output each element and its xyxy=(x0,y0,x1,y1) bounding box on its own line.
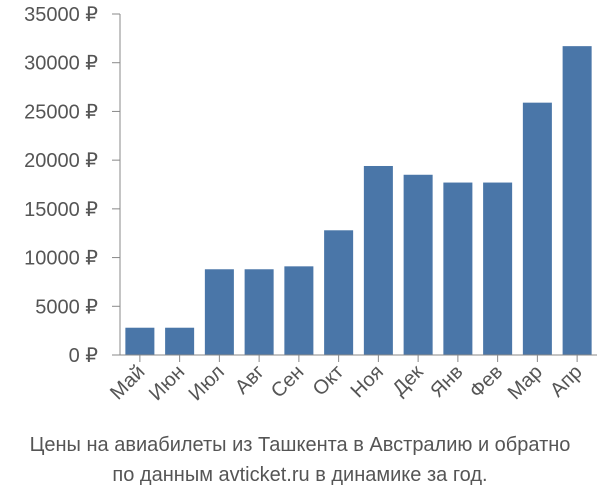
x-tick-label: Июн xyxy=(145,361,189,405)
y-tick-label: 35000 ₽ xyxy=(24,4,98,26)
x-tick-label: Мар xyxy=(504,361,547,404)
x-tick-label: Сен xyxy=(267,361,308,402)
y-tick-label: 5000 ₽ xyxy=(35,296,98,318)
bar xyxy=(363,165,393,355)
y-tick-label: 10000 ₽ xyxy=(24,248,98,270)
bar xyxy=(244,269,274,355)
x-tick-label: Дек xyxy=(388,361,427,400)
x-tick-label: Апр xyxy=(546,361,587,402)
bar xyxy=(483,182,513,355)
bar xyxy=(204,269,234,355)
bars xyxy=(125,46,592,355)
x-tick-label: Фев xyxy=(465,361,507,403)
x-tick-label: Окт xyxy=(309,361,348,400)
x-tick-label: Янв xyxy=(426,361,467,402)
chart-caption: Цены на авиабилеты из Ташкента в Австрал… xyxy=(0,430,600,490)
bar xyxy=(284,266,314,355)
x-tick-label: Май xyxy=(106,361,149,404)
y-tick-label: 0 ₽ xyxy=(69,345,99,367)
x-tick-label: Авг xyxy=(231,361,269,399)
caption-line-2: по данным avticket.ru в динамике за год. xyxy=(112,464,488,486)
y-tick-label: 25000 ₽ xyxy=(24,101,98,123)
price-bar-chart: 0 ₽ 5000 ₽ 10000 ₽ 15000 ₽ 20000 ₽ 25000 ₽ 300… xyxy=(24,4,597,405)
x-tick-label: Июл xyxy=(185,361,229,405)
y-tick-label: 30000 ₽ xyxy=(24,53,98,75)
y-axis-ticks: 0 ₽ 5000 ₽ 10000 ₽ 15000 ₽ 20000 ₽ 25000 ₽ 300… xyxy=(24,4,120,367)
bar xyxy=(522,102,552,355)
bar xyxy=(403,174,433,355)
bar xyxy=(165,327,195,355)
bar xyxy=(443,182,473,355)
y-tick-label: 15000 ₽ xyxy=(24,199,98,221)
x-tick-label: Ноя xyxy=(347,361,388,402)
bar xyxy=(125,327,155,355)
caption-line-1: Цены на авиабилеты из Ташкента в Австрал… xyxy=(29,434,571,456)
bar xyxy=(562,46,592,355)
bar xyxy=(324,230,354,355)
y-tick-label: 20000 ₽ xyxy=(24,150,98,172)
